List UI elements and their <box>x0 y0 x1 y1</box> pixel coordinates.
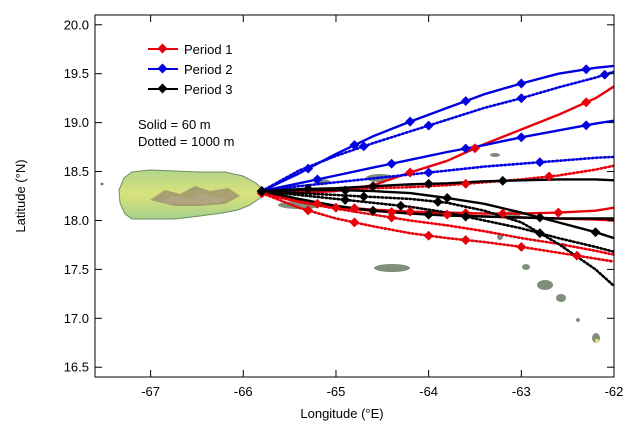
st-croix-island <box>374 264 410 272</box>
series-marker-period-3 <box>368 181 378 192</box>
legend-marker-period-3 <box>157 83 168 94</box>
series-marker-period-1 <box>497 208 508 219</box>
series-marker-period-3 <box>395 200 406 211</box>
x-tick-label: -64 <box>419 384 438 399</box>
legend-label-period-2: Period 2 <box>184 62 232 77</box>
x-tick-label: -62 <box>605 384 624 399</box>
legend-entry-period-3: Period 3 <box>148 82 232 97</box>
series-marker-period-1 <box>571 250 582 261</box>
x-tick-label: -65 <box>327 384 346 399</box>
series-marker-period-2 <box>534 157 545 168</box>
series-marker-period-1 <box>312 198 323 209</box>
series-marker-period-2 <box>460 143 471 154</box>
series-marker-period-1 <box>460 178 471 189</box>
series-marker-period-2 <box>460 96 471 107</box>
series-marker-period-2 <box>599 69 610 80</box>
x-tick-label: -67 <box>141 384 160 399</box>
series-line-period-2-dotted <box>260 155 614 193</box>
series-marker-period-3 <box>358 191 369 202</box>
series-line-period-1-solid <box>260 85 614 195</box>
y-tick-label: 17.0 <box>64 311 89 326</box>
y-tick-label: 18.5 <box>64 164 89 179</box>
legend-entry-period-2: Period 2 <box>148 62 232 77</box>
y-axis-label: Latitude (°N) <box>13 159 28 232</box>
y-tick-label: 17.5 <box>64 262 89 277</box>
series-marker-period-3 <box>497 175 508 186</box>
series-marker-period-1 <box>349 217 360 228</box>
series-marker-period-1 <box>553 207 564 218</box>
series-marker-period-1 <box>423 230 434 241</box>
anguilla-island <box>490 153 500 157</box>
series-marker-period-1 <box>330 202 341 213</box>
series-marker-period-2 <box>516 78 527 89</box>
series-line-period-2-solid <box>260 119 614 193</box>
montserrat-island <box>576 318 580 322</box>
series-marker-period-2 <box>349 140 360 151</box>
series-marker-period-1 <box>405 206 416 217</box>
y-tick-label: 20.0 <box>64 17 89 32</box>
series-marker-period-3 <box>256 186 267 197</box>
legend-entry-period-1: Period 1 <box>148 42 232 57</box>
series-marker-period-1 <box>470 143 480 154</box>
series-marker-period-2 <box>581 120 592 131</box>
legend-marker-period-2 <box>157 63 168 74</box>
annotation-solid: Solid = 60 m <box>138 117 211 132</box>
x-tick-label: -66 <box>234 384 253 399</box>
series-marker-period-2 <box>405 116 416 127</box>
antigua-highland <box>595 339 599 343</box>
series-layer <box>256 64 614 288</box>
series-marker-period-1 <box>386 212 397 223</box>
x-axis-label: Longitude (°E) <box>300 406 383 421</box>
series-marker-period-2 <box>581 64 592 75</box>
st-kitts-island <box>537 280 553 290</box>
series-line-period-1-dotted <box>260 191 614 256</box>
series-marker-period-1 <box>303 205 314 216</box>
series-marker-period-2 <box>312 174 323 185</box>
series-marker-period-2 <box>423 167 434 178</box>
legend-label-period-3: Period 3 <box>184 82 232 97</box>
series-marker-period-1 <box>386 207 397 218</box>
axis-layer: -67 -66 -65 -64 -63 -62 16.5 17.0 17.5 18.0 18.5 19… <box>64 15 624 399</box>
series-line-period-2-dotted <box>260 70 614 193</box>
series-marker-period-3 <box>442 193 453 203</box>
y-tick-label: 19.5 <box>64 66 89 81</box>
x-tick-label: -63 <box>512 384 531 399</box>
mona-island <box>100 182 104 186</box>
legend: Period 1 Period 2 Period 3 <box>148 42 232 97</box>
series-marker-period-1 <box>460 235 471 245</box>
series-marker-period-3 <box>460 211 471 222</box>
series-marker-period-3 <box>432 196 443 207</box>
annotation-dotted: Dotted = 1000 m <box>138 134 234 149</box>
series-line-period-1-dotted <box>260 191 614 263</box>
legend-marker-period-1 <box>157 43 168 54</box>
legend-label-period-1: Period 1 <box>184 42 232 57</box>
series-marker-period-1 <box>442 209 453 220</box>
series-marker-period-3 <box>340 194 351 205</box>
y-tick-label: 18.0 <box>64 213 89 228</box>
series-marker-period-3 <box>423 209 434 220</box>
series-marker-period-2 <box>516 132 527 143</box>
st-eustatius-island <box>522 264 530 270</box>
y-tick-label: 16.5 <box>64 360 89 375</box>
plot-frame <box>94 14 615 378</box>
y-tick-label: 19.0 <box>64 115 89 130</box>
series-marker-period-3 <box>303 183 314 194</box>
series-marker-period-2 <box>358 141 369 152</box>
series-marker-period-1 <box>581 97 592 108</box>
series-marker-period-2 <box>516 93 527 104</box>
series-marker-period-3 <box>340 185 351 196</box>
series-marker-period-3 <box>590 227 601 238</box>
series-line-period-3-solid <box>260 178 614 193</box>
series-marker-period-1 <box>349 203 360 214</box>
series-marker-period-2 <box>386 158 397 169</box>
nevis-island <box>556 294 566 302</box>
puerto-rico-highlands <box>158 193 230 204</box>
series-marker-period-1 <box>516 241 527 252</box>
series-marker-period-1 <box>544 171 555 182</box>
series-marker-period-2 <box>423 120 434 131</box>
series-marker-period-3 <box>534 212 545 223</box>
